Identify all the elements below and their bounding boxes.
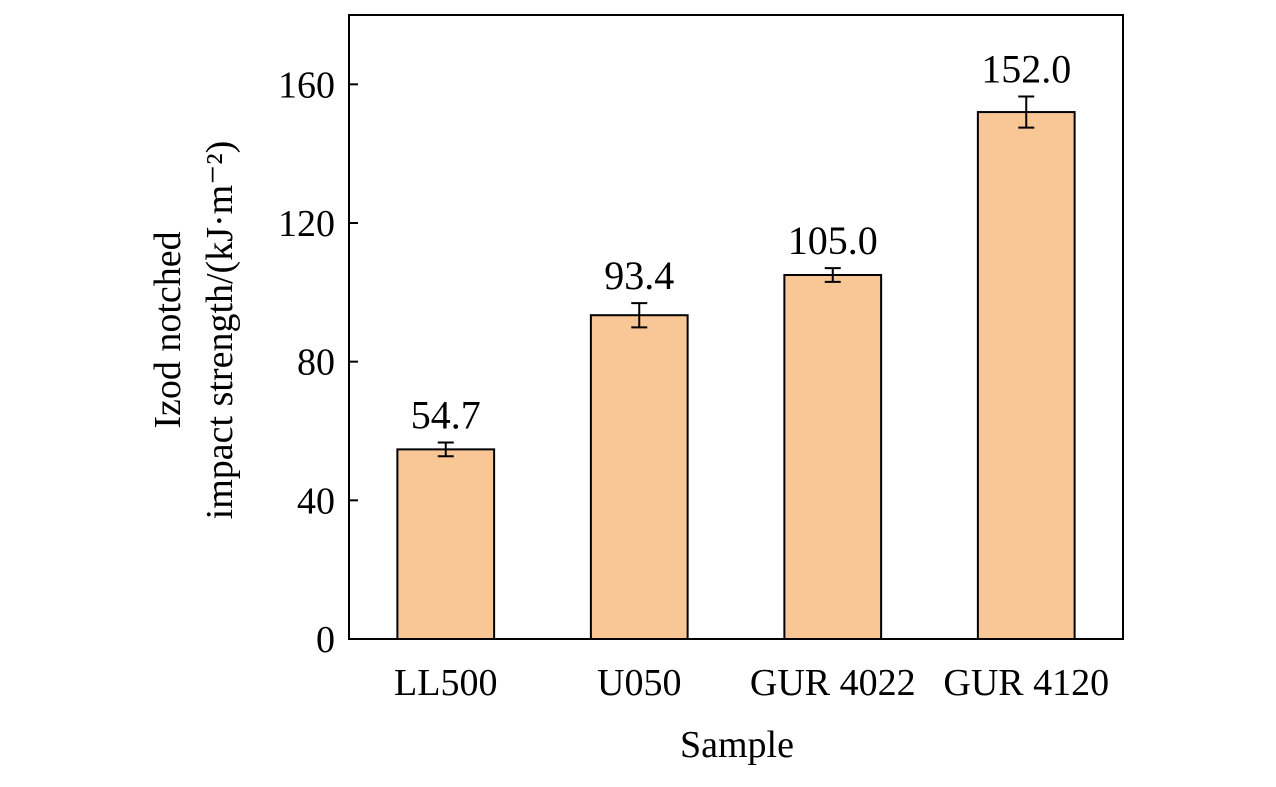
bar [396,448,496,640]
value-label: 93.4 [604,253,674,298]
x-tick-label: U050 [597,662,681,704]
value-label: 105.0 [788,218,878,263]
value-labels-layer: 54.7 93.4 105.0 152.0 [411,46,1072,437]
y-tick-label: 0 [316,619,335,661]
bar [783,274,883,640]
y-tick-label: 80 [297,342,335,384]
y-tick-label: 160 [278,64,335,106]
y-axis-title-line-2: impact strength/(kJ·m⁻²) [199,141,241,520]
x-tick-label: GUR 4120 [943,662,1109,704]
y-axis: 0 40 80 120 160 [278,64,358,661]
value-label: 152.0 [981,46,1071,91]
value-label: 54.7 [411,392,481,437]
plot-frame [348,14,1124,640]
y-axis-title-line-1: Izod notched [147,231,189,428]
bars-layer [396,111,1076,641]
y-tick-label: 120 [278,203,335,245]
x-tick-label: LL500 [394,662,497,704]
x-tick-label: GUR 4022 [750,662,916,704]
x-axis: LL500 U050 GUR 4022 GUR 4120 [394,662,1109,704]
y-axis-title: Izod notched impact strength/(kJ·m⁻²) [147,141,241,520]
bar [589,314,689,640]
error-bars-layer [437,95,1035,458]
y-tick-label: 40 [297,480,335,522]
bar [976,111,1076,641]
x-axis-title: Sample [680,724,794,766]
